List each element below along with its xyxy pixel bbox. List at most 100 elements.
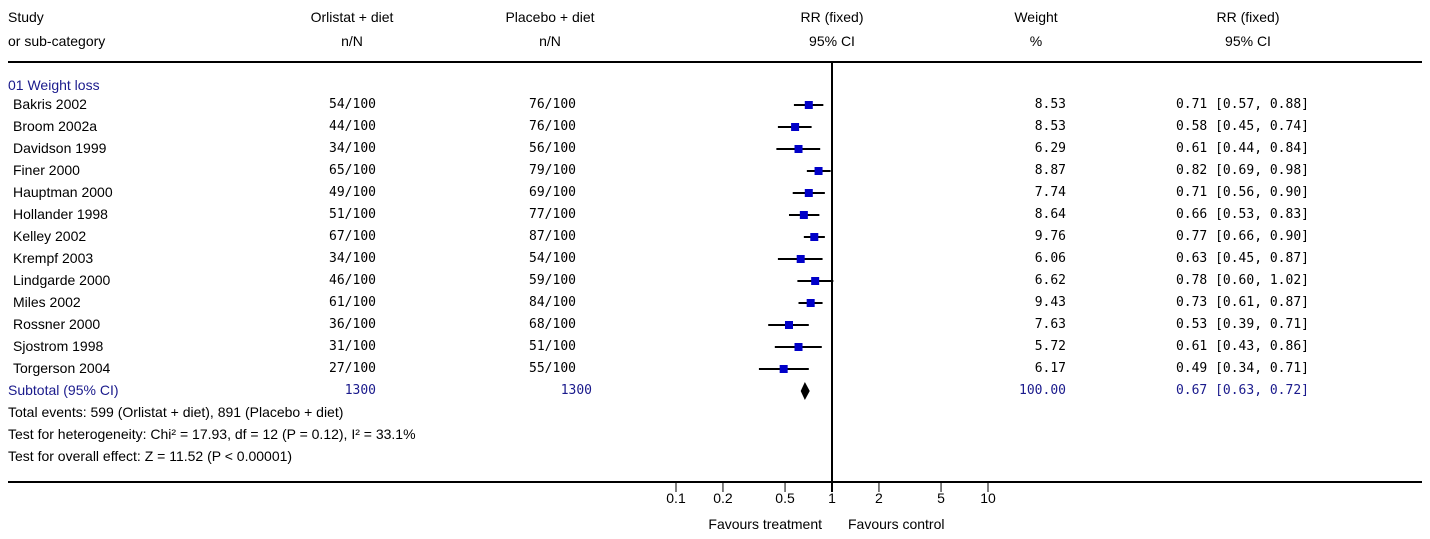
axis-tick-label: 2 bbox=[875, 490, 883, 506]
point-estimate-marker bbox=[794, 343, 803, 351]
point-estimate-marker bbox=[804, 189, 813, 197]
study-ci: 0.61 [0.43, 0.86] bbox=[1175, 339, 1309, 354]
control-events: 79/100 bbox=[529, 163, 576, 178]
point-estimate-marker bbox=[794, 145, 803, 153]
study-name: Krempf 2003 bbox=[13, 250, 94, 266]
study-weight: 9.43 bbox=[1034, 295, 1066, 310]
header-study: Study bbox=[8, 9, 44, 25]
study-ci: 0.78 [0.60, 1.02] bbox=[1175, 273, 1309, 288]
point-estimate-marker bbox=[814, 167, 823, 175]
axis-tick-label: 1 bbox=[828, 490, 836, 506]
subtotal-treatment-total: 1300 bbox=[344, 383, 376, 398]
header-rr-fixed-2: RR (fixed) bbox=[1216, 9, 1280, 25]
study-ci: 0.73 [0.61, 0.87] bbox=[1175, 295, 1309, 310]
point-estimate-marker bbox=[796, 255, 805, 263]
summary-note: Test for overall effect: Z = 11.52 (P < … bbox=[8, 448, 293, 464]
point-estimate-marker bbox=[811, 277, 820, 285]
study-name: Finer 2000 bbox=[13, 162, 80, 178]
study-weight: 8.64 bbox=[1034, 207, 1066, 222]
study-weight: 6.17 bbox=[1034, 361, 1066, 376]
treatment-events: 67/100 bbox=[329, 229, 376, 244]
treatment-events: 51/100 bbox=[329, 207, 376, 222]
study-name: Bakris 2002 bbox=[13, 96, 87, 112]
axis-tick-label: 0.1 bbox=[666, 490, 686, 506]
study-weight: 5.72 bbox=[1034, 339, 1066, 354]
point-estimate-marker bbox=[804, 101, 813, 109]
study-name: Miles 2002 bbox=[13, 294, 81, 310]
treatment-events: 31/100 bbox=[329, 339, 376, 354]
point-estimate-marker bbox=[784, 321, 793, 329]
header-rr: RR (fixed) bbox=[800, 9, 864, 25]
favours-control-label: Favours control bbox=[848, 516, 945, 532]
control-events: 84/100 bbox=[529, 295, 576, 310]
study-ci: 0.71 [0.57, 0.88] bbox=[1175, 97, 1309, 112]
axis-tick-label: 5 bbox=[937, 490, 945, 506]
study-weight: 6.62 bbox=[1034, 273, 1066, 288]
header-treatment-nN: n/N bbox=[341, 33, 363, 49]
axis-tick-label: 0.2 bbox=[713, 490, 733, 506]
study-ci: 0.63 [0.45, 0.87] bbox=[1175, 251, 1309, 266]
control-events: 51/100 bbox=[529, 339, 576, 354]
subtotal-control-total: 1300 bbox=[560, 383, 592, 398]
control-events: 69/100 bbox=[529, 185, 576, 200]
point-estimate-marker bbox=[810, 233, 819, 241]
summary-note: Total events: 599 (Orlistat + diet), 891… bbox=[8, 404, 344, 420]
axis-tick-label: 0.5 bbox=[775, 490, 795, 506]
point-estimate-marker bbox=[799, 211, 808, 219]
header-weight: Weight bbox=[1014, 9, 1058, 25]
treatment-events: 61/100 bbox=[329, 295, 376, 310]
header-treatment: Orlistat + diet bbox=[310, 9, 394, 25]
treatment-events: 46/100 bbox=[329, 273, 376, 288]
header-rr-ci-2: 95% CI bbox=[1225, 33, 1271, 49]
header-control: Placebo + diet bbox=[505, 9, 595, 25]
point-estimate-marker bbox=[779, 365, 788, 373]
control-events: 55/100 bbox=[529, 361, 576, 376]
study-weight: 6.06 bbox=[1034, 251, 1066, 266]
study-ci: 0.53 [0.39, 0.71] bbox=[1175, 317, 1309, 332]
control-events: 54/100 bbox=[529, 251, 576, 266]
point-estimate-marker bbox=[791, 123, 800, 131]
study-weight: 8.53 bbox=[1034, 119, 1066, 134]
header-rule bbox=[8, 61, 1422, 63]
treatment-events: 49/100 bbox=[329, 185, 376, 200]
header-subcategory: or sub-category bbox=[8, 33, 106, 49]
study-ci: 0.71 [0.56, 0.90] bbox=[1175, 185, 1309, 200]
treatment-events: 65/100 bbox=[329, 163, 376, 178]
point-estimate-marker bbox=[806, 299, 815, 307]
axis-tick-label: 10 bbox=[980, 490, 996, 506]
summary-note: Test for heterogeneity: Chi² = 17.93, df… bbox=[8, 426, 416, 442]
treatment-events: 34/100 bbox=[329, 141, 376, 156]
group-label: 01 Weight loss bbox=[8, 77, 100, 93]
control-events: 68/100 bbox=[529, 317, 576, 332]
treatment-events: 27/100 bbox=[329, 361, 376, 376]
study-ci: 0.61 [0.44, 0.84] bbox=[1175, 141, 1309, 156]
study-name: Hollander 1998 bbox=[13, 206, 108, 222]
study-ci: 0.49 [0.34, 0.71] bbox=[1175, 361, 1309, 376]
footer-rule bbox=[8, 481, 1422, 483]
study-name: Lindgarde 2000 bbox=[13, 272, 111, 288]
study-name: Sjostrom 1998 bbox=[13, 338, 104, 354]
study-name: Rossner 2000 bbox=[13, 316, 101, 332]
subtotal-label: Subtotal (95% CI) bbox=[8, 382, 119, 398]
control-events: 76/100 bbox=[529, 97, 576, 112]
treatment-events: 36/100 bbox=[329, 317, 376, 332]
control-events: 56/100 bbox=[529, 141, 576, 156]
subtotal-ci: 0.67 [0.63, 0.72] bbox=[1175, 383, 1309, 398]
study-name: Torgerson 2004 bbox=[13, 360, 111, 376]
study-ci: 0.82 [0.69, 0.98] bbox=[1175, 163, 1309, 178]
favours-treatment-label: Favours treatment bbox=[708, 516, 822, 532]
study-weight: 7.74 bbox=[1034, 185, 1066, 200]
study-name: Hauptman 2000 bbox=[13, 184, 113, 200]
study-weight: 8.87 bbox=[1034, 163, 1066, 178]
treatment-events: 44/100 bbox=[329, 119, 376, 134]
header-weight-unit: % bbox=[1029, 33, 1043, 49]
treatment-events: 34/100 bbox=[329, 251, 376, 266]
study-ci: 0.66 [0.53, 0.83] bbox=[1175, 207, 1309, 222]
study-name: Kelley 2002 bbox=[13, 228, 87, 244]
subtotal-weight: 100.00 bbox=[1019, 383, 1066, 398]
study-name: Broom 2002a bbox=[13, 118, 98, 134]
study-ci: 0.58 [0.45, 0.74] bbox=[1175, 119, 1309, 134]
study-weight: 7.63 bbox=[1034, 317, 1066, 332]
study-weight: 6.29 bbox=[1034, 141, 1066, 156]
